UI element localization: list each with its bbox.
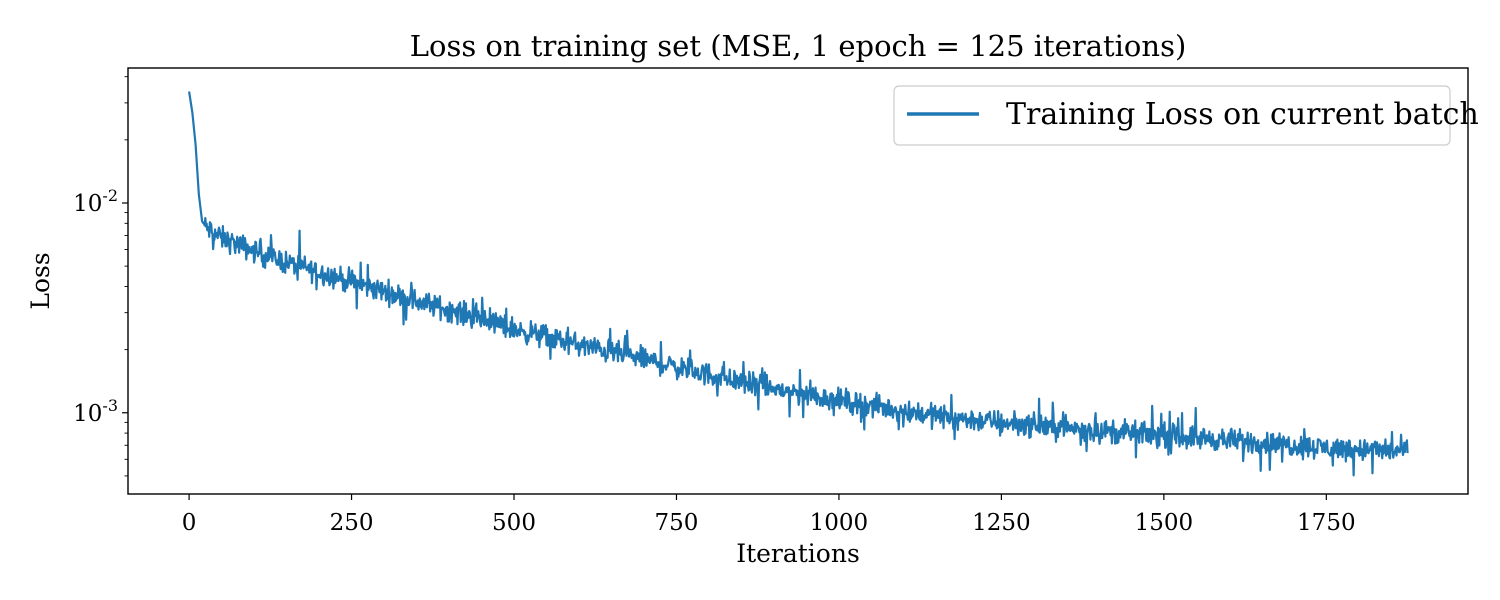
x-tick-label: 500 [492,510,536,536]
x-tick-label: 1250 [972,510,1031,536]
series-layer [188,91,1409,477]
plot-frame [127,67,1469,495]
x-tick-label: 1000 [810,510,869,536]
y-axis: 10-2 10-3 [73,76,128,477]
legend-label: Training Loss on current batch [1006,97,1479,132]
y-tick-label: 10-2 [73,186,118,217]
series-line [188,91,1409,477]
x-tick-label: 1500 [1135,510,1194,536]
chart-title: Loss on training set (MSE, 1 epoch = 125… [410,29,1187,63]
legend: Training Loss on current batch [893,85,1479,146]
x-tick-label: 250 [330,510,374,536]
legend-box [893,85,1451,146]
x-tick-label: 1750 [1297,510,1356,536]
y-tick-label: 10-3 [73,396,118,427]
x-axis-label: Iterations [736,539,860,568]
y-axis-label: Loss [26,252,55,309]
x-tick-label: 0 [182,510,197,536]
x-axis: 0 250 500 750 1000 1250 1500 1750 [182,494,1356,536]
plot-area [127,67,1469,495]
x-tick-label: 750 [655,510,699,536]
